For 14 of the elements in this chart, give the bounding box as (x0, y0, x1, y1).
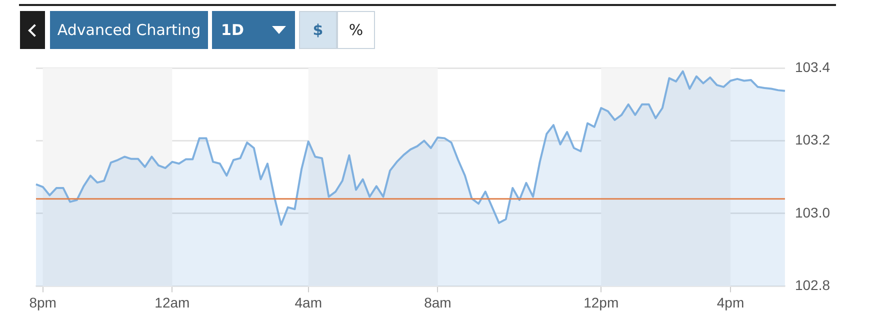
y-tick-label: 103.4 (794, 58, 830, 75)
text: % (348, 21, 364, 39)
y-tick-label: 103.0 (794, 204, 830, 220)
text: 1D (221, 21, 244, 39)
x-tick-label: 4pm (716, 294, 744, 310)
x-tick-label: 12pm (584, 294, 619, 310)
x-tick-label: 8am (424, 294, 452, 310)
y-tick-label: 102.8 (794, 277, 830, 294)
x-tick-label: 12am (154, 294, 190, 310)
text: Advanced Charting (57, 21, 201, 39)
x-tick-label: 4am (294, 294, 322, 310)
x-tick-label: 8pm (29, 294, 56, 310)
y-tick-label: 103.2 (794, 132, 830, 148)
text: $ (312, 21, 324, 39)
